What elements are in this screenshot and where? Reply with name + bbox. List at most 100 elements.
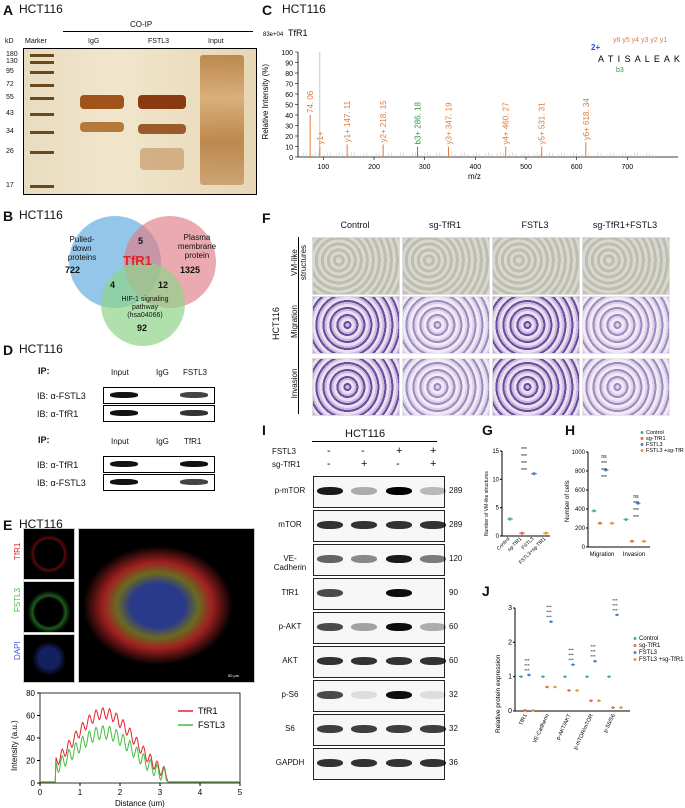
x-tick-label: Invasion: [623, 552, 645, 558]
venn-count-ab: 5: [138, 236, 144, 246]
sig-label: ***: [612, 598, 618, 603]
sig-label: ***: [633, 508, 639, 514]
panel-f-image: [582, 358, 670, 416]
mw-label: 130: [6, 58, 18, 65]
y-tick-label: 20: [26, 757, 35, 766]
panel-a-lane-igg: IgG: [88, 38, 100, 45]
sig-label: ***: [601, 475, 607, 481]
ion-label: y3+ 347. 19: [444, 102, 453, 145]
western-kd: 32: [449, 724, 458, 733]
treatment-sign: +: [361, 458, 368, 470]
western-band: [420, 555, 446, 563]
western-band: [317, 623, 343, 631]
mw-label: 26: [6, 148, 14, 155]
y-tick-label: 800: [575, 469, 586, 475]
venn-center-tfr1: TfR1: [123, 253, 152, 268]
western-row-label: VE-Cadherin: [273, 554, 307, 572]
western-kd: 32: [449, 690, 458, 699]
x-tick-label: 0: [38, 788, 43, 797]
ion-label: y1+: [316, 131, 325, 144]
ion-label: y5+ 531. 31: [538, 102, 547, 145]
coip-blot-top-1: [103, 387, 215, 404]
sig-label: ***: [590, 644, 596, 649]
panel-f-side-label: HCT116: [271, 307, 281, 340]
sig-label: ***: [590, 654, 596, 659]
y-tick-label: 100: [281, 50, 293, 57]
panel-d-row-bottom-1: IB: α-FSTL3: [37, 478, 86, 488]
x-tick-label: 300: [419, 164, 431, 171]
band: [110, 479, 138, 485]
y-tick-label: 20: [285, 134, 293, 141]
sig-label: ***: [521, 447, 527, 453]
sig-label: ***: [633, 501, 639, 507]
sig-label: ***: [568, 653, 574, 658]
marker-band: [30, 131, 54, 134]
legend-label: sg-TfR1: [646, 436, 666, 442]
panel-f-image: [312, 358, 400, 416]
marker-band: [30, 97, 54, 100]
sig-label: ***: [601, 468, 607, 474]
western-band: [420, 657, 446, 665]
fstl3-line: [40, 725, 240, 783]
sig-label: ***: [546, 615, 552, 620]
x-tick-label: 100: [317, 164, 329, 171]
migration-invasion-chart: 0 200 400 600 800 1000 Number of cells Migratio…: [565, 430, 684, 558]
ion-label: 74. 06: [306, 90, 315, 113]
y-tick-label: 0: [31, 779, 36, 788]
y-tick-label: 50: [285, 103, 293, 110]
venn-diagram: [69, 216, 216, 346]
venn-count-c: 92: [137, 323, 148, 333]
x-tick-label: p-AKT/AKT: [556, 713, 573, 741]
ion-label: y2+ 218. 15: [379, 100, 388, 143]
marker-band: [30, 113, 54, 116]
western-row-label: mTOR: [278, 520, 302, 529]
panel-f-col-label: Control: [340, 220, 370, 230]
ms-spectrum-chart: 83e+04 TfR1 0 10 20 30 40 50 60 70 80 90 100 100 200 30…: [261, 28, 681, 181]
fstl3-band: [138, 124, 186, 134]
ion-label: y6+ 618. 34: [582, 98, 591, 141]
panel-label-d: D: [3, 342, 14, 358]
sig-label: ***: [524, 668, 530, 673]
sig-label: ns: [601, 454, 607, 460]
legend-swatch: [640, 449, 644, 452]
y-tick-label: 60: [26, 712, 35, 721]
legend-swatch: [633, 644, 637, 647]
x-tick-label: 4: [198, 788, 203, 797]
western-band: [386, 725, 412, 733]
panel-f-image: [492, 296, 580, 354]
y-tick-label: 30: [285, 124, 293, 131]
x-tick-label: VE-Cadherin: [532, 713, 551, 744]
panel-f-image: [402, 296, 490, 354]
panel-d-row-top-0: IB: α-FSTL3: [37, 391, 86, 401]
y-tick-label: 0: [496, 534, 500, 540]
panel-f-image: [492, 358, 580, 416]
y-tick-label: 60: [285, 92, 293, 99]
panel-d-row-top-1: IB: α-TfR1: [37, 409, 79, 419]
sig-label: ***: [612, 608, 618, 613]
x-tick-label: 5: [238, 788, 243, 797]
y-tick-label: 2: [508, 639, 512, 646]
mw-label: 95: [6, 68, 14, 75]
western-kd: 90: [449, 588, 458, 597]
panel-d-ip-bottom: IP:: [38, 435, 50, 445]
protein-label: TfR1: [288, 28, 308, 38]
y-tick-label: 0: [289, 155, 293, 162]
y-ion-series: y6 y5 y4 y3 y2 y1: [613, 37, 667, 44]
western-band: [351, 521, 377, 529]
micrograph-tfr1: [23, 528, 75, 580]
panel-d-lane-bottom-2: TfR1: [184, 437, 202, 446]
input-smear: [200, 55, 244, 185]
western-band: [386, 657, 412, 665]
western-band: [317, 691, 343, 699]
western-band: [386, 521, 412, 529]
panel-f-image: [402, 237, 490, 295]
y-axis-label: Number of cells: [565, 480, 571, 522]
panel-label-e: E: [3, 517, 13, 533]
western-row-label: TfR1: [281, 588, 299, 597]
legend-swatch: [640, 431, 644, 434]
treatment-sign: -: [396, 458, 400, 470]
panel-a-coip-line: [63, 31, 253, 32]
x-tick-label: 400: [469, 164, 481, 171]
peptide-sequence: A T I S A L E A K: [598, 54, 681, 64]
band: [180, 479, 208, 485]
